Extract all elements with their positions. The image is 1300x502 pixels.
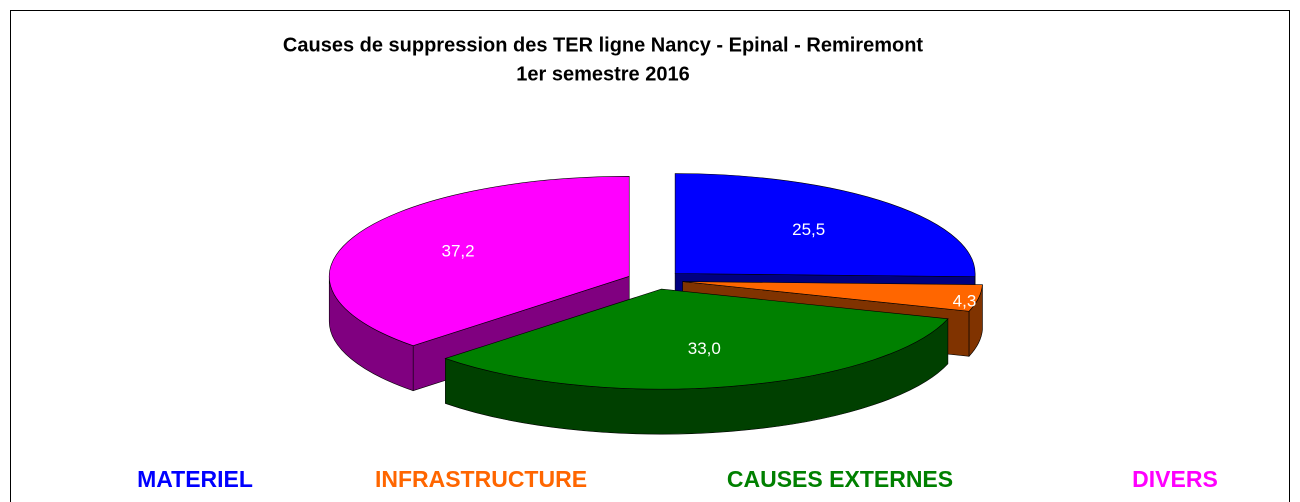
value-label: 33,0 [688, 339, 721, 358]
value-label: 25,5 [792, 220, 825, 239]
chart-subtitle: 1er semestre 2016 [516, 63, 689, 85]
legend-entry: INFRASTRUCTURE [375, 466, 587, 492]
legend-entry: DIVERS [1132, 466, 1218, 492]
chart-title: Causes de suppression des TER ligne Nanc… [283, 34, 923, 56]
value-label: 37,2 [442, 242, 475, 261]
chart-border [10, 10, 1290, 502]
slice [682, 281, 983, 312]
value-label: 4,3 [953, 291, 977, 310]
slice [444, 288, 949, 390]
slice [328, 176, 630, 347]
legend-entry: MATERIEL [137, 466, 253, 492]
legend-entry: CAUSES EXTERNES [727, 466, 953, 492]
slice [674, 173, 976, 277]
